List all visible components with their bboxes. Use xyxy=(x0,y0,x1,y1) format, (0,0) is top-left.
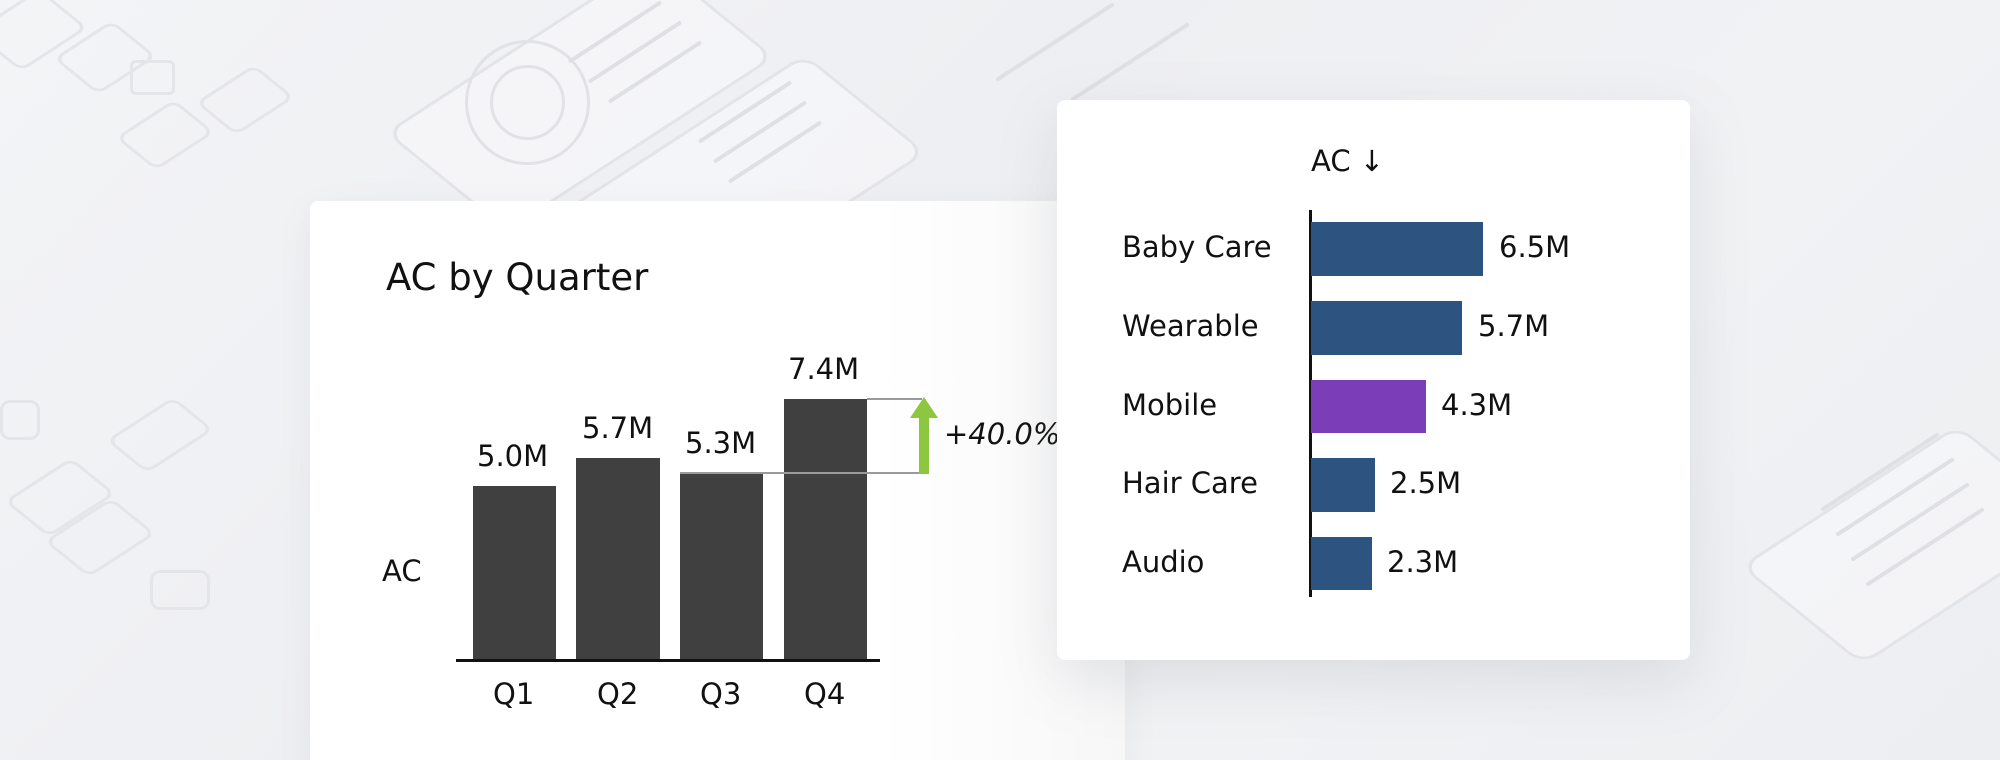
value-label-baby-care: 6.5M xyxy=(1499,230,1571,264)
bar-wearable[interactable] xyxy=(1311,301,1462,355)
category-label-q1: Q1 xyxy=(493,677,535,711)
chart-header[interactable]: AC ↓ xyxy=(1311,144,1384,178)
category-label-q3: Q3 xyxy=(700,677,742,711)
bar-q4[interactable] xyxy=(784,399,867,660)
category-label-mobile: Mobile xyxy=(1122,388,1218,422)
quarter-chart-card: AC by Quarter AC 5.0M 5.7M 5.3M 7.4M +40… xyxy=(310,201,1125,760)
reference-line-q3 xyxy=(680,472,922,474)
bar-audio[interactable] xyxy=(1311,537,1372,590)
bar-baby-care[interactable] xyxy=(1311,222,1483,276)
value-label-mobile: 4.3M xyxy=(1441,388,1513,422)
value-label-q3: 5.3M xyxy=(685,426,757,460)
bar-hair-care[interactable] xyxy=(1311,458,1375,512)
value-label-q4: 7.4M xyxy=(788,352,860,386)
value-label-wearable: 5.7M xyxy=(1478,309,1550,343)
bar-q3[interactable] xyxy=(680,473,763,660)
chart-title: AC by Quarter xyxy=(386,256,649,299)
category-label-hair-care: Hair Care xyxy=(1122,466,1258,500)
category-label-baby-care: Baby Care xyxy=(1122,230,1272,264)
category-label-q4: Q4 xyxy=(804,677,846,711)
reference-line-q4 xyxy=(867,398,922,400)
category-label-q2: Q2 xyxy=(597,677,639,711)
bar-q2[interactable] xyxy=(576,458,660,660)
category-label-audio: Audio xyxy=(1122,545,1205,579)
y-axis xyxy=(1309,210,1312,597)
value-label-q1: 5.0M xyxy=(477,439,549,473)
series-label: AC xyxy=(382,554,422,588)
sort-header-label: AC ↓ xyxy=(1311,144,1385,178)
value-label-hair-care: 2.5M xyxy=(1390,466,1462,500)
value-label-q2: 5.7M xyxy=(582,411,654,445)
arrow-up-icon xyxy=(910,397,938,474)
category-chart-card: AC ↓ Baby Care 6.5M Wearable 5.7M Mobile… xyxy=(1057,100,1690,660)
bar-q1[interactable] xyxy=(473,486,556,660)
value-label-audio: 2.3M xyxy=(1387,545,1459,579)
bar-mobile-highlighted[interactable] xyxy=(1311,380,1426,433)
category-label-wearable: Wearable xyxy=(1122,309,1259,343)
delta-label: +40.0% xyxy=(944,417,1061,451)
x-axis xyxy=(456,659,880,662)
